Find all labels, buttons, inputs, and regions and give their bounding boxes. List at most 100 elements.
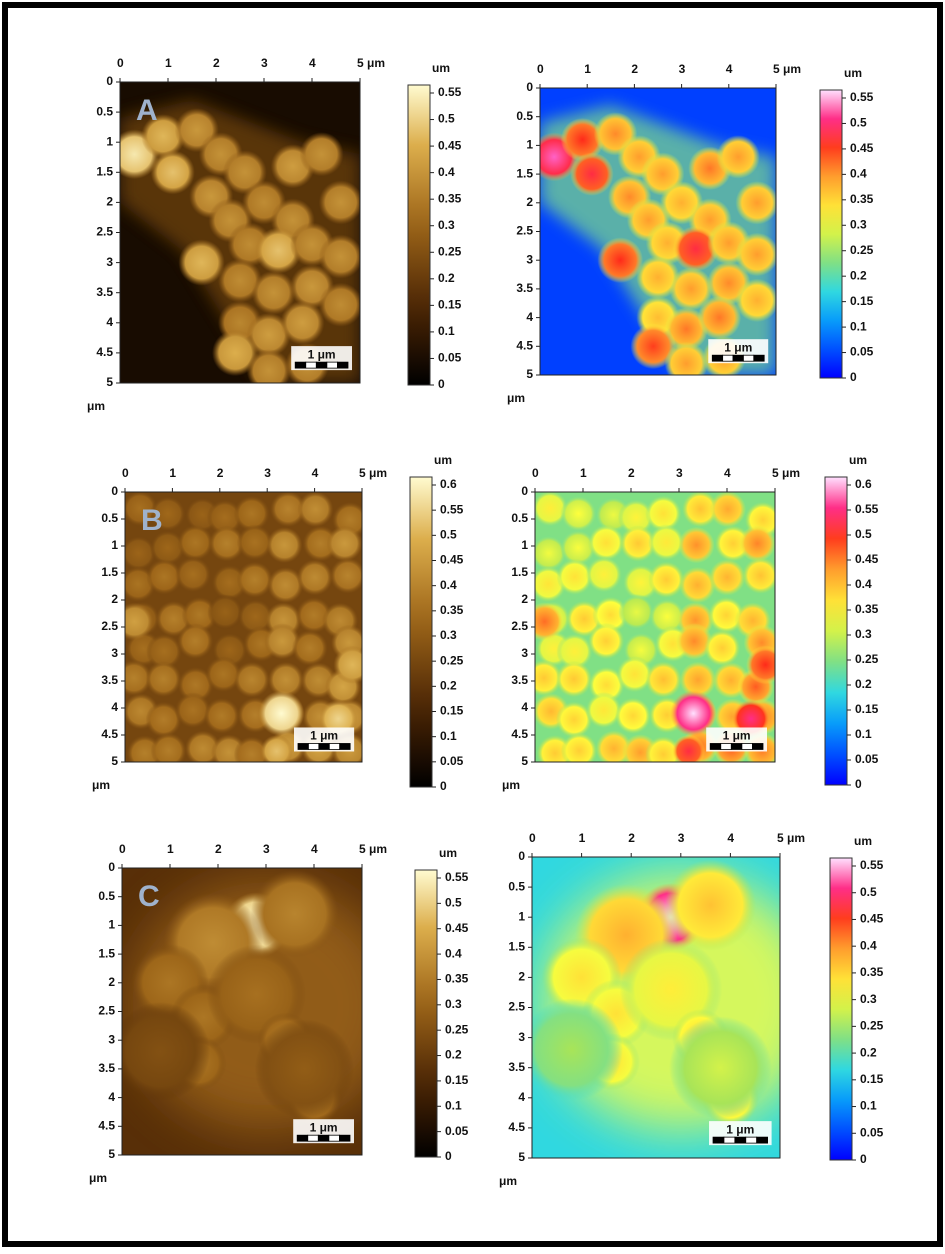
afm-image <box>122 868 362 1155</box>
scale-segment <box>296 1134 309 1142</box>
colorbar-tick-label: 0.05 <box>440 754 464 768</box>
scale-segment <box>315 361 328 369</box>
colorbar-tick-label: 0.35 <box>445 972 469 986</box>
colorbar-tick-label: 0.45 <box>438 138 462 152</box>
particle <box>177 524 214 561</box>
colorbar <box>824 476 848 786</box>
particle <box>648 561 685 598</box>
x-tick-label: 3 <box>676 466 683 480</box>
y-tick-label: 3.5 <box>511 673 528 687</box>
y-tick-label: 0.5 <box>98 889 115 903</box>
colorbar-tick-label: 0.55 <box>850 90 874 104</box>
colorbar-tick-label: 0.25 <box>445 1022 469 1036</box>
particle <box>555 660 593 698</box>
y-tick-label: 0 <box>518 849 525 863</box>
y-tick-label: 3 <box>106 255 113 269</box>
particle <box>125 602 154 641</box>
particle <box>203 697 240 734</box>
particle <box>149 495 186 532</box>
y-unit: μm <box>507 391 525 405</box>
particle <box>679 661 717 699</box>
scale-segment <box>317 1134 330 1142</box>
x-tick-label: 5 μm <box>359 842 387 856</box>
particle <box>664 307 709 351</box>
panel-label: C <box>138 880 160 913</box>
colorbar-tick-label: 0.45 <box>440 553 464 567</box>
particle <box>233 736 270 762</box>
colorbar-tick-label: 0.35 <box>860 965 884 979</box>
particle <box>679 566 716 604</box>
y-tick-label: 1 <box>106 134 113 148</box>
particle <box>318 282 360 327</box>
particle <box>709 559 746 596</box>
scale-segment <box>328 743 341 750</box>
colorbar-unit: um <box>432 61 450 75</box>
particle <box>709 492 747 528</box>
x-tick-label: 0 <box>529 831 536 845</box>
x-tick-label: 1 <box>579 831 586 845</box>
colorbar-unit: um <box>844 66 862 80</box>
particle <box>280 300 325 345</box>
colorbar-tick-label: 0.3 <box>855 627 872 641</box>
particle <box>254 1019 355 1119</box>
scale-segment <box>752 743 764 750</box>
y-tick-label: 3 <box>111 646 118 660</box>
y-unit: μm <box>502 778 520 792</box>
colorbar-tick-label: 0.2 <box>440 679 457 693</box>
x-tick-label: 1 <box>165 56 172 70</box>
colorbar-tick-label: 0 <box>860 1152 867 1166</box>
scale-segment <box>723 1136 736 1144</box>
colorbar-tick-label: 0.2 <box>438 271 455 285</box>
y-unit: μm <box>92 778 110 792</box>
x-tick-label: 1 <box>584 62 591 76</box>
scale-label: 1 μm <box>308 347 336 361</box>
particle <box>664 341 709 375</box>
particle <box>535 659 563 697</box>
colorbar-tick-label: 0.15 <box>438 298 462 312</box>
particle <box>618 593 655 631</box>
particle <box>149 529 186 566</box>
afm-image <box>535 492 775 762</box>
particle <box>205 656 242 693</box>
scale-segment <box>337 361 349 369</box>
particle <box>250 869 339 959</box>
particle <box>258 690 305 737</box>
particle <box>746 645 775 685</box>
scale-label: 1 μm <box>724 340 752 354</box>
y-tick-label: 1 <box>108 918 115 932</box>
particle <box>291 630 328 667</box>
particle <box>264 623 301 660</box>
particle <box>246 348 291 383</box>
y-tick-label: 3 <box>521 646 528 660</box>
x-tick-label: 4 <box>312 466 319 480</box>
x-tick-label: 3 <box>264 466 271 480</box>
colorbar-tick-label: 0.2 <box>850 268 867 282</box>
particle <box>207 594 244 631</box>
particle <box>535 535 567 572</box>
y-tick-label: 2 <box>108 975 115 989</box>
particle <box>146 558 183 595</box>
particle <box>672 734 706 762</box>
particle <box>555 701 593 738</box>
y-tick-label: 0 <box>106 74 113 88</box>
x-tick-label: 1 <box>167 842 174 856</box>
colorbar-tick-label: 0.25 <box>438 244 462 258</box>
colorbar-tick-label: 0.3 <box>850 217 867 231</box>
colorbar-tick-label: 0.15 <box>860 1072 884 1086</box>
y-tick-label: 4 <box>106 315 113 329</box>
colorbar-tick-label: 0.05 <box>860 1125 884 1139</box>
y-tick-label: 2 <box>521 592 528 606</box>
colorbar-tick-label: 0 <box>445 1149 452 1163</box>
particle <box>636 255 680 300</box>
x-tick-label: 4 <box>309 56 316 70</box>
y-unit: μm <box>89 1171 107 1185</box>
afm-image <box>120 82 360 383</box>
scale-segment <box>753 354 765 362</box>
y-tick-label: 4 <box>108 1090 115 1104</box>
scale-segment <box>328 1134 340 1142</box>
x-tick-label: 0 <box>532 466 539 480</box>
x-tick-label: 5 μm <box>772 466 800 480</box>
particle <box>318 234 360 279</box>
particle <box>236 561 273 598</box>
